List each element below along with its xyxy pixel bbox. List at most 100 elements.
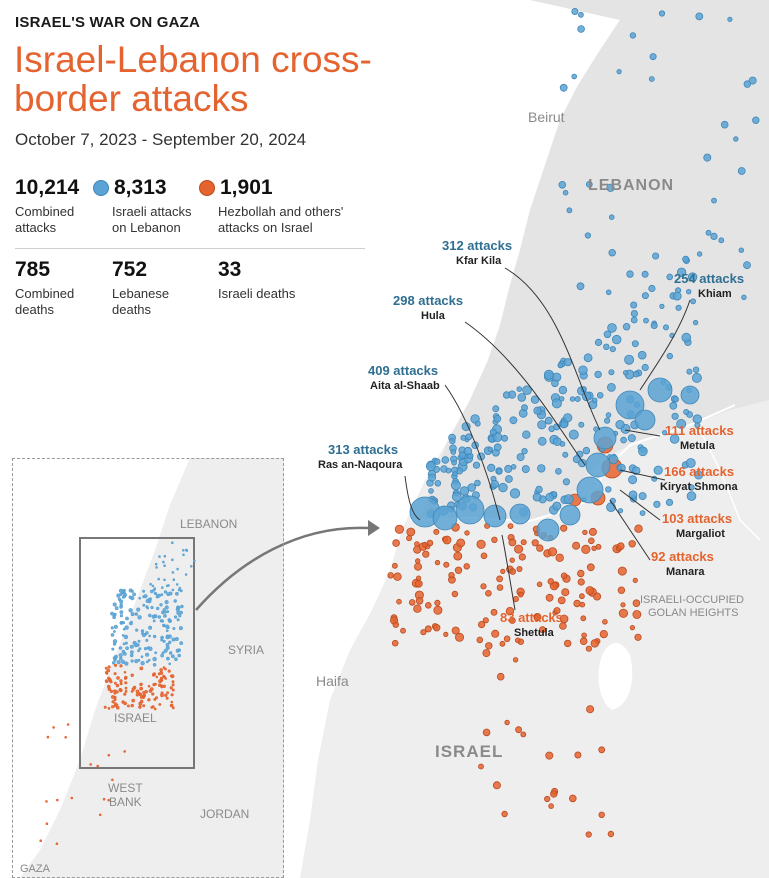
israeli-attack-dot: [584, 232, 592, 239]
inset-israeli-dot: [160, 635, 164, 640]
israeli-attack-dot: [459, 486, 470, 496]
inset-hezbollah-dot: [96, 764, 99, 768]
inset-hezbollah-dot: [148, 689, 153, 693]
israeli-attack-dot: [607, 323, 617, 333]
inset-lebanon-label: LEBANON: [180, 517, 237, 531]
israeli-attack-dot: [680, 385, 700, 405]
inset-israeli-dot: [122, 642, 126, 646]
israeli-attack-dot: [458, 451, 467, 459]
israeli-attack-dot: [639, 510, 646, 516]
inset-israeli-dot: [130, 612, 135, 617]
inset-hezbollah-dot: [109, 689, 114, 694]
hezbollah-attack-dot: [560, 524, 568, 532]
inset-israeli-dot: [130, 659, 134, 663]
inset-hezbollah-dot: [164, 677, 168, 680]
hezbollah-attack-dot: [632, 577, 638, 584]
inset-hezbollah-dot: [89, 763, 92, 766]
israeli-attack-dot: [585, 452, 611, 478]
israeli-attack-dot: [733, 136, 739, 142]
israeli-attack-dot: [558, 385, 568, 395]
israeli-attack-dot: [676, 267, 687, 278]
hezbollah-attack-dot: [434, 599, 441, 607]
hezbollah-attack-dot: [545, 751, 554, 760]
beirut-label: Beirut: [528, 109, 565, 125]
israeli-attack-dot: [628, 490, 638, 500]
inset-israeli-dot: [152, 619, 156, 623]
inset-hezbollah-dot: [170, 700, 174, 704]
israeli-attack-dot: [563, 358, 572, 367]
inset-hezbollah-dot: [158, 679, 163, 684]
inset-hezbollah-dot: [115, 690, 119, 694]
inset-hezbollah-dot: [170, 674, 175, 679]
inset-israeli-dot: [165, 634, 169, 638]
inset-israeli-dot: [172, 578, 176, 581]
stat-combined-attacks: 10,214 Combined attacks: [15, 176, 105, 236]
israeli-attack-dot: [585, 180, 593, 188]
israeli-attack-dot: [641, 363, 649, 372]
inset-hezbollah-dot: [55, 842, 59, 845]
hezbollah-attack-dot: [634, 633, 642, 641]
israeli-attack-dot: [551, 379, 559, 388]
inset-israeli-dot: [143, 646, 148, 651]
arrow-head-icon: [368, 520, 380, 536]
israeli-attack-dot: [434, 479, 442, 487]
hezbollah-attack-dot: [545, 593, 554, 602]
hezbollah-attack-dot: [555, 553, 564, 562]
callout-count: 313 attacks: [328, 442, 398, 457]
orange-dot-icon: [199, 180, 215, 196]
israeli-attack-dot: [748, 76, 757, 85]
israeli-attack-dot: [452, 471, 458, 477]
callout-place: Ras an-Naqoura: [318, 459, 403, 471]
israeli-attack-dot: [583, 353, 593, 363]
inset-israeli-dot: [123, 634, 129, 640]
inset-israeli-dot: [170, 654, 175, 659]
inset-frame: [12, 458, 284, 878]
hezbollah-attack-dot: [585, 831, 592, 838]
hezbollah-attack-dot: [485, 642, 493, 650]
callout-margaliot: 103 attacks Margaliot: [662, 511, 732, 540]
inset-hezbollah-dot: [139, 686, 144, 691]
stat-label: Combined deaths: [15, 286, 75, 317]
israeli-attack-dot: [596, 391, 604, 399]
israeli-attack-dot: [449, 437, 456, 445]
inset-hezbollah-dot: [55, 798, 59, 802]
israeli-attack-dot: [685, 458, 696, 468]
inset-israeli-dot: [163, 590, 168, 594]
hezbollah-attack-dot: [599, 629, 608, 639]
hezbollah-attack-dot: [579, 601, 586, 608]
hezbollah-attack-dot: [548, 803, 554, 809]
inset-israeli-dot: [153, 614, 158, 619]
israeli-attack-dot: [474, 479, 481, 487]
israeli-attack-dot: [658, 10, 666, 17]
hezbollah-attack-dot: [478, 763, 484, 770]
inset-hezbollah-dot: [115, 683, 120, 688]
divider: [15, 248, 365, 249]
israeli-attack-dot: [682, 255, 690, 263]
israeli-attack-dot: [643, 317, 649, 324]
israeli-attack-dot: [690, 298, 696, 305]
inset-hezbollah-dot: [114, 681, 117, 685]
inset-israeli-dot: [123, 593, 127, 597]
lebanon-label: LEBANON: [588, 177, 674, 194]
inset-israeli-dot: [149, 589, 154, 594]
hezbollah-attack-dot: [420, 629, 427, 636]
inset-hezbollah-dot: [171, 688, 175, 692]
inset-hezbollah-dot: [104, 666, 108, 670]
hezbollah-attack-dot: [617, 566, 627, 576]
hezbollah-attack-dot: [581, 632, 587, 639]
hezbollah-attack-dot: [463, 563, 470, 570]
israeli-attack-dot: [493, 414, 502, 423]
israeli-attack-dot: [474, 420, 481, 427]
inset-israeli-dot: [111, 647, 115, 651]
inset-israeli-dot: [138, 596, 142, 600]
hezbollah-attack-dot: [413, 604, 422, 613]
israeli-attack-dot: [552, 437, 562, 446]
inset-hezbollah-dot: [169, 686, 173, 690]
golan-label-line2: GOLAN HEIGHTS: [648, 607, 738, 619]
inset-israeli-dot: [110, 611, 114, 616]
inset-hezbollah-dot: [142, 704, 146, 708]
inset-israeli-dot: [110, 633, 115, 637]
inset-israeli-dot: [136, 643, 140, 647]
inset-israeli-dot: [165, 584, 169, 588]
inset-israeli-dot: [114, 606, 119, 611]
